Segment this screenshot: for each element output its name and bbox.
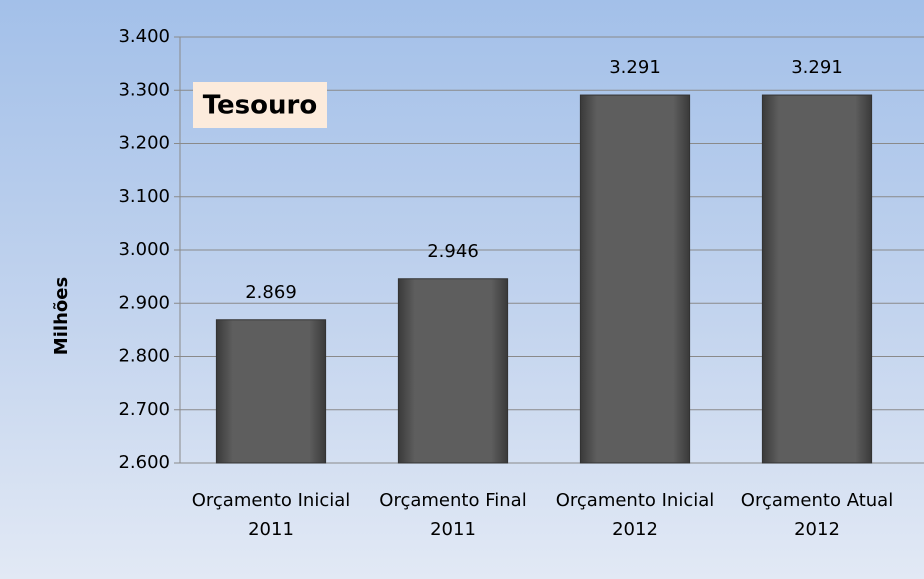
data-label: 3.291 — [609, 57, 661, 78]
y-tick-label: 2.700 — [118, 399, 170, 420]
x-tick-label: Orçamento Final 2011 — [379, 490, 527, 540]
y-tick-label: 3.100 — [118, 186, 170, 207]
data-label: 2.946 — [427, 241, 479, 262]
y-tick-label: 2.900 — [118, 292, 170, 313]
y-tick-label: 3.300 — [118, 79, 170, 100]
y-tick-label: 3.000 — [118, 239, 170, 260]
y-tick-label: 2.800 — [118, 346, 170, 367]
bar — [215, 319, 327, 464]
bar — [579, 94, 691, 464]
y-tick-label: 2.600 — [118, 452, 170, 473]
annotation-box — [193, 82, 327, 128]
y-tick-label: 3.400 — [118, 26, 170, 47]
annotation: Tesouro — [203, 91, 317, 121]
data-label: 2.869 — [245, 282, 297, 303]
x-tick-label: Orçamento Atual 2012 — [740, 490, 894, 540]
x-tick-label: Orçamento Inicial 2012 — [555, 490, 715, 540]
y-tick-label: 3.200 — [118, 133, 170, 154]
bar — [761, 94, 873, 464]
data-label: 3.291 — [791, 57, 843, 78]
x-tick-label: Orçamento Inicial 2011 — [191, 490, 351, 540]
bar — [397, 278, 509, 464]
y-axis-label: Milhões — [51, 277, 72, 355]
